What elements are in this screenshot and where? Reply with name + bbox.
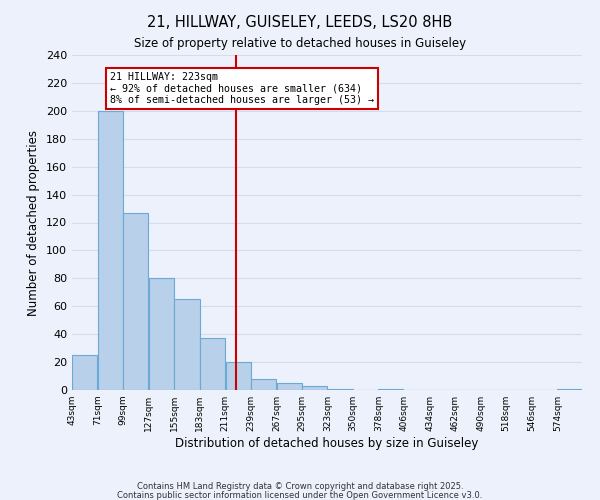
Bar: [149, 278, 174, 390]
Bar: [378, 388, 403, 390]
Text: Contains public sector information licensed under the Open Government Licence v3: Contains public sector information licen…: [118, 491, 482, 500]
X-axis label: Distribution of detached houses by size in Guiseley: Distribution of detached houses by size …: [175, 437, 479, 450]
Text: Contains HM Land Registry data © Crown copyright and database right 2025.: Contains HM Land Registry data © Crown c…: [137, 482, 463, 491]
Bar: [557, 388, 582, 390]
Bar: [328, 388, 353, 390]
Text: 21 HILLWAY: 223sqm
← 92% of detached houses are smaller (634)
8% of semi-detache: 21 HILLWAY: 223sqm ← 92% of detached hou…: [110, 72, 374, 105]
Bar: [124, 212, 148, 390]
Bar: [98, 111, 123, 390]
Bar: [251, 379, 276, 390]
Bar: [72, 355, 97, 390]
Text: 21, HILLWAY, GUISELEY, LEEDS, LS20 8HB: 21, HILLWAY, GUISELEY, LEEDS, LS20 8HB: [148, 15, 452, 30]
Bar: [175, 300, 199, 390]
Text: Size of property relative to detached houses in Guiseley: Size of property relative to detached ho…: [134, 38, 466, 51]
Bar: [226, 362, 251, 390]
Bar: [200, 338, 225, 390]
Y-axis label: Number of detached properties: Number of detached properties: [28, 130, 40, 316]
Bar: [277, 383, 302, 390]
Bar: [302, 386, 327, 390]
